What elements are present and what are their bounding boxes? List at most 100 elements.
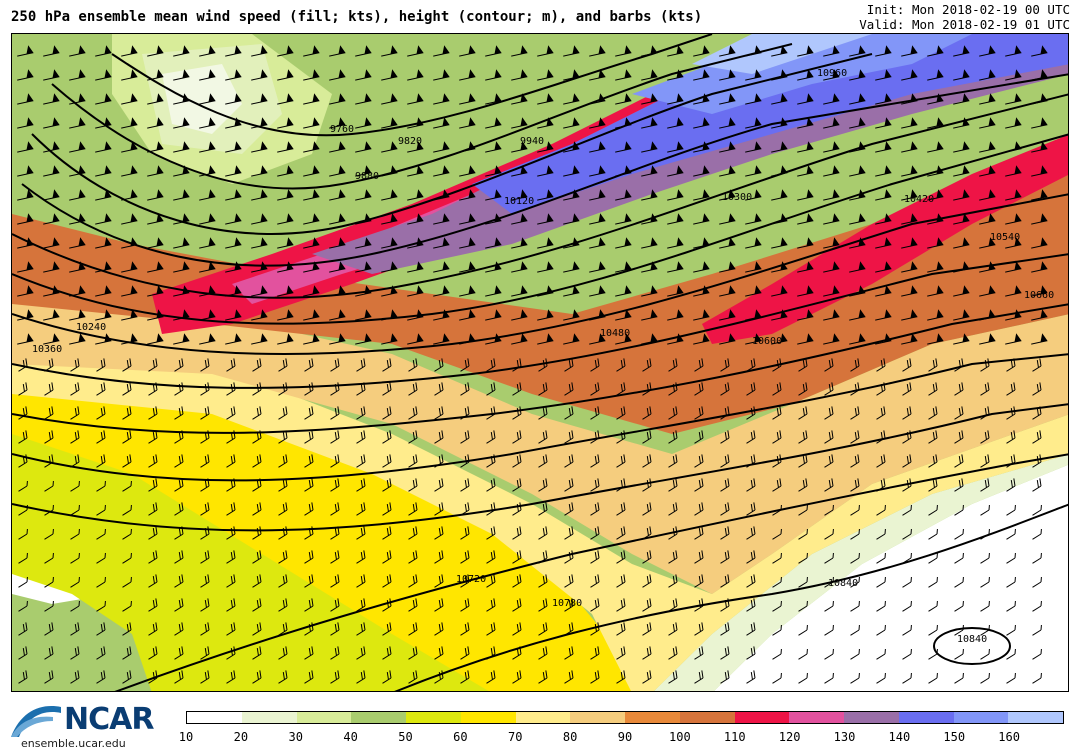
- wind-barb: [590, 646, 600, 660]
- wind-barb: [901, 261, 918, 273]
- wind-barb: [772, 406, 782, 420]
- wind-barb: [121, 333, 138, 345]
- wind-barb: [70, 480, 80, 492]
- wind-barb: [719, 117, 736, 129]
- wind-barb: [771, 189, 788, 201]
- wind-barb: [1006, 672, 1016, 684]
- wind-barb: [564, 430, 574, 444]
- wind-barb: [95, 237, 112, 249]
- wind-barb: [537, 213, 554, 225]
- wind-barb: [668, 550, 678, 564]
- wind-barb: [43, 141, 60, 153]
- wind-barb: [953, 165, 970, 177]
- wind-barb: [407, 213, 424, 225]
- wind-barb: [96, 622, 106, 636]
- wind-barb: [329, 117, 346, 129]
- wind-barb: [148, 382, 158, 396]
- wind-barb: [18, 646, 28, 660]
- wind-barb: [251, 69, 268, 81]
- wind-barb: [1006, 648, 1016, 660]
- colorbar-segment: [241, 712, 297, 723]
- fill-70-80: [12, 354, 1068, 691]
- wind-barb: [277, 45, 294, 57]
- wind-barb: [70, 670, 80, 684]
- contour-label: 9940: [520, 136, 544, 147]
- wind-barb: [693, 69, 710, 81]
- ncar-swoosh-icon: [11, 706, 61, 737]
- wind-barb: [485, 45, 502, 57]
- wind-barb: [694, 598, 704, 612]
- wind-barb: [953, 213, 970, 225]
- wind-barb: [953, 309, 970, 321]
- wind-barb: [95, 45, 112, 57]
- wind-barb: [589, 189, 606, 201]
- wind-barb: [382, 574, 392, 588]
- contour-label: 10840: [828, 578, 858, 589]
- wind-barb: [694, 358, 704, 372]
- wind-barb: [980, 528, 990, 540]
- wind-barb: [798, 454, 808, 468]
- wind-barb: [147, 165, 164, 177]
- wind-barb: [252, 454, 262, 468]
- wind-barb: [17, 333, 34, 345]
- wind-barb: [641, 45, 658, 57]
- wind-barb: [875, 261, 892, 273]
- wind-barb: [771, 237, 788, 249]
- wind-barb: [17, 261, 34, 273]
- wind-speed-map: 9760 9820 9880 9940 10120 10240 10360 10…: [12, 34, 1068, 691]
- wind-barb: [693, 165, 710, 177]
- wind-barb: [642, 646, 652, 660]
- wind-barb: [460, 430, 470, 444]
- wind-barb: [667, 69, 684, 81]
- wind-barb: [564, 598, 574, 612]
- wind-barb: [615, 93, 632, 105]
- wind-barb: [564, 550, 574, 564]
- wind-barb: [303, 333, 320, 345]
- wind-barb: [407, 45, 424, 57]
- wind-barb: [1006, 430, 1016, 444]
- wind-barb: [18, 382, 28, 396]
- wind-barb: [667, 141, 684, 153]
- wind-barb: [720, 502, 730, 516]
- wind-barb: [875, 117, 892, 129]
- wind-barb: [746, 358, 756, 372]
- wind-barb: [225, 213, 242, 225]
- wind-barb: [200, 406, 210, 420]
- wind-barb: [824, 624, 834, 636]
- wind-barb: [329, 189, 346, 201]
- wind-barb: [901, 237, 918, 249]
- wind-barb: [278, 454, 288, 468]
- wind-barb: [927, 285, 944, 297]
- wind-barb: [875, 285, 892, 297]
- wind-barb: [122, 528, 132, 540]
- wind-barb: [746, 550, 756, 564]
- height-contour: [12, 403, 1068, 532]
- valid-time: Valid: Mon 2018-02-19 01 UTC: [859, 17, 1070, 32]
- wind-barb: [278, 526, 288, 540]
- wind-barb: [876, 576, 886, 588]
- wind-barb: [460, 502, 470, 516]
- wind-barb: [356, 670, 366, 684]
- wind-barb: [96, 454, 106, 468]
- wind-barb: [902, 576, 912, 588]
- wind-barb: [70, 358, 80, 372]
- wind-barb: [148, 406, 158, 420]
- wind-barb: [563, 237, 580, 249]
- wind-barb: [902, 648, 912, 660]
- wind-barb: [824, 576, 834, 588]
- wind-barb: [200, 478, 210, 492]
- wind-barb: [745, 213, 762, 225]
- wind-barb: [199, 213, 216, 225]
- wind-barb: [538, 406, 548, 420]
- wind-barb: [17, 237, 34, 249]
- wind-barb: [849, 285, 866, 297]
- wind-barb: [823, 45, 840, 57]
- wind-barb: [18, 406, 28, 420]
- wind-barb: [251, 213, 268, 225]
- wind-barb: [96, 646, 106, 660]
- wind-barb: [1032, 406, 1042, 420]
- colorbar-segment: [351, 712, 406, 723]
- wind-barb: [121, 117, 138, 129]
- wind-barb: [433, 117, 450, 129]
- wind-barb: [745, 141, 762, 153]
